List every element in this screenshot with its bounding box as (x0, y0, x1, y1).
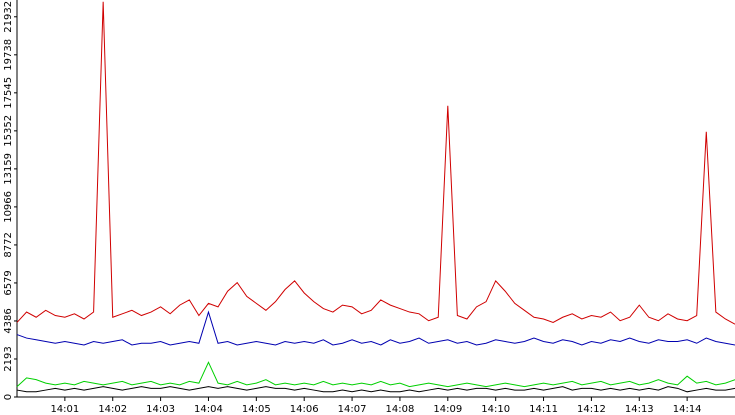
x-tick-label: 14:04 (194, 404, 223, 415)
y-tick-label: 19738 (3, 39, 14, 71)
y-tick-label: 15352 (3, 115, 14, 147)
x-tick-label: 14:10 (481, 404, 510, 415)
x-tick-label: 14:01 (50, 404, 79, 415)
x-tick-label: 14:12 (577, 404, 606, 415)
y-tick-label: 13159 (3, 153, 14, 185)
series-line (16, 1, 735, 325)
series-line (16, 310, 735, 346)
x-tick-label: 14:11 (529, 404, 558, 415)
series-line (16, 386, 735, 393)
y-tick-label: 10966 (3, 191, 14, 223)
x-tick-label: 14:03 (146, 404, 175, 415)
x-tick-label: 14:08 (386, 404, 415, 415)
y-tick-label: 4386 (3, 308, 14, 333)
y-tick-label: 0 (3, 394, 14, 400)
x-tick-label: 14:06 (290, 404, 319, 415)
y-tick-label: 6579 (3, 270, 14, 295)
y-tick-label: 17545 (3, 77, 14, 109)
x-tick-label: 14:14 (673, 404, 702, 415)
y-tick-label: 8772 (3, 232, 14, 257)
x-tick-label: 14:13 (625, 404, 654, 415)
y-tick-label: 21932 (3, 1, 14, 33)
x-tick-label: 14:09 (433, 404, 462, 415)
x-tick-label: 14:05 (242, 404, 271, 415)
x-tick-label: 14:02 (98, 404, 127, 415)
x-tick-label: 14:07 (338, 404, 367, 415)
y-tick-label: 2193 (3, 346, 14, 371)
series-line (16, 361, 735, 388)
